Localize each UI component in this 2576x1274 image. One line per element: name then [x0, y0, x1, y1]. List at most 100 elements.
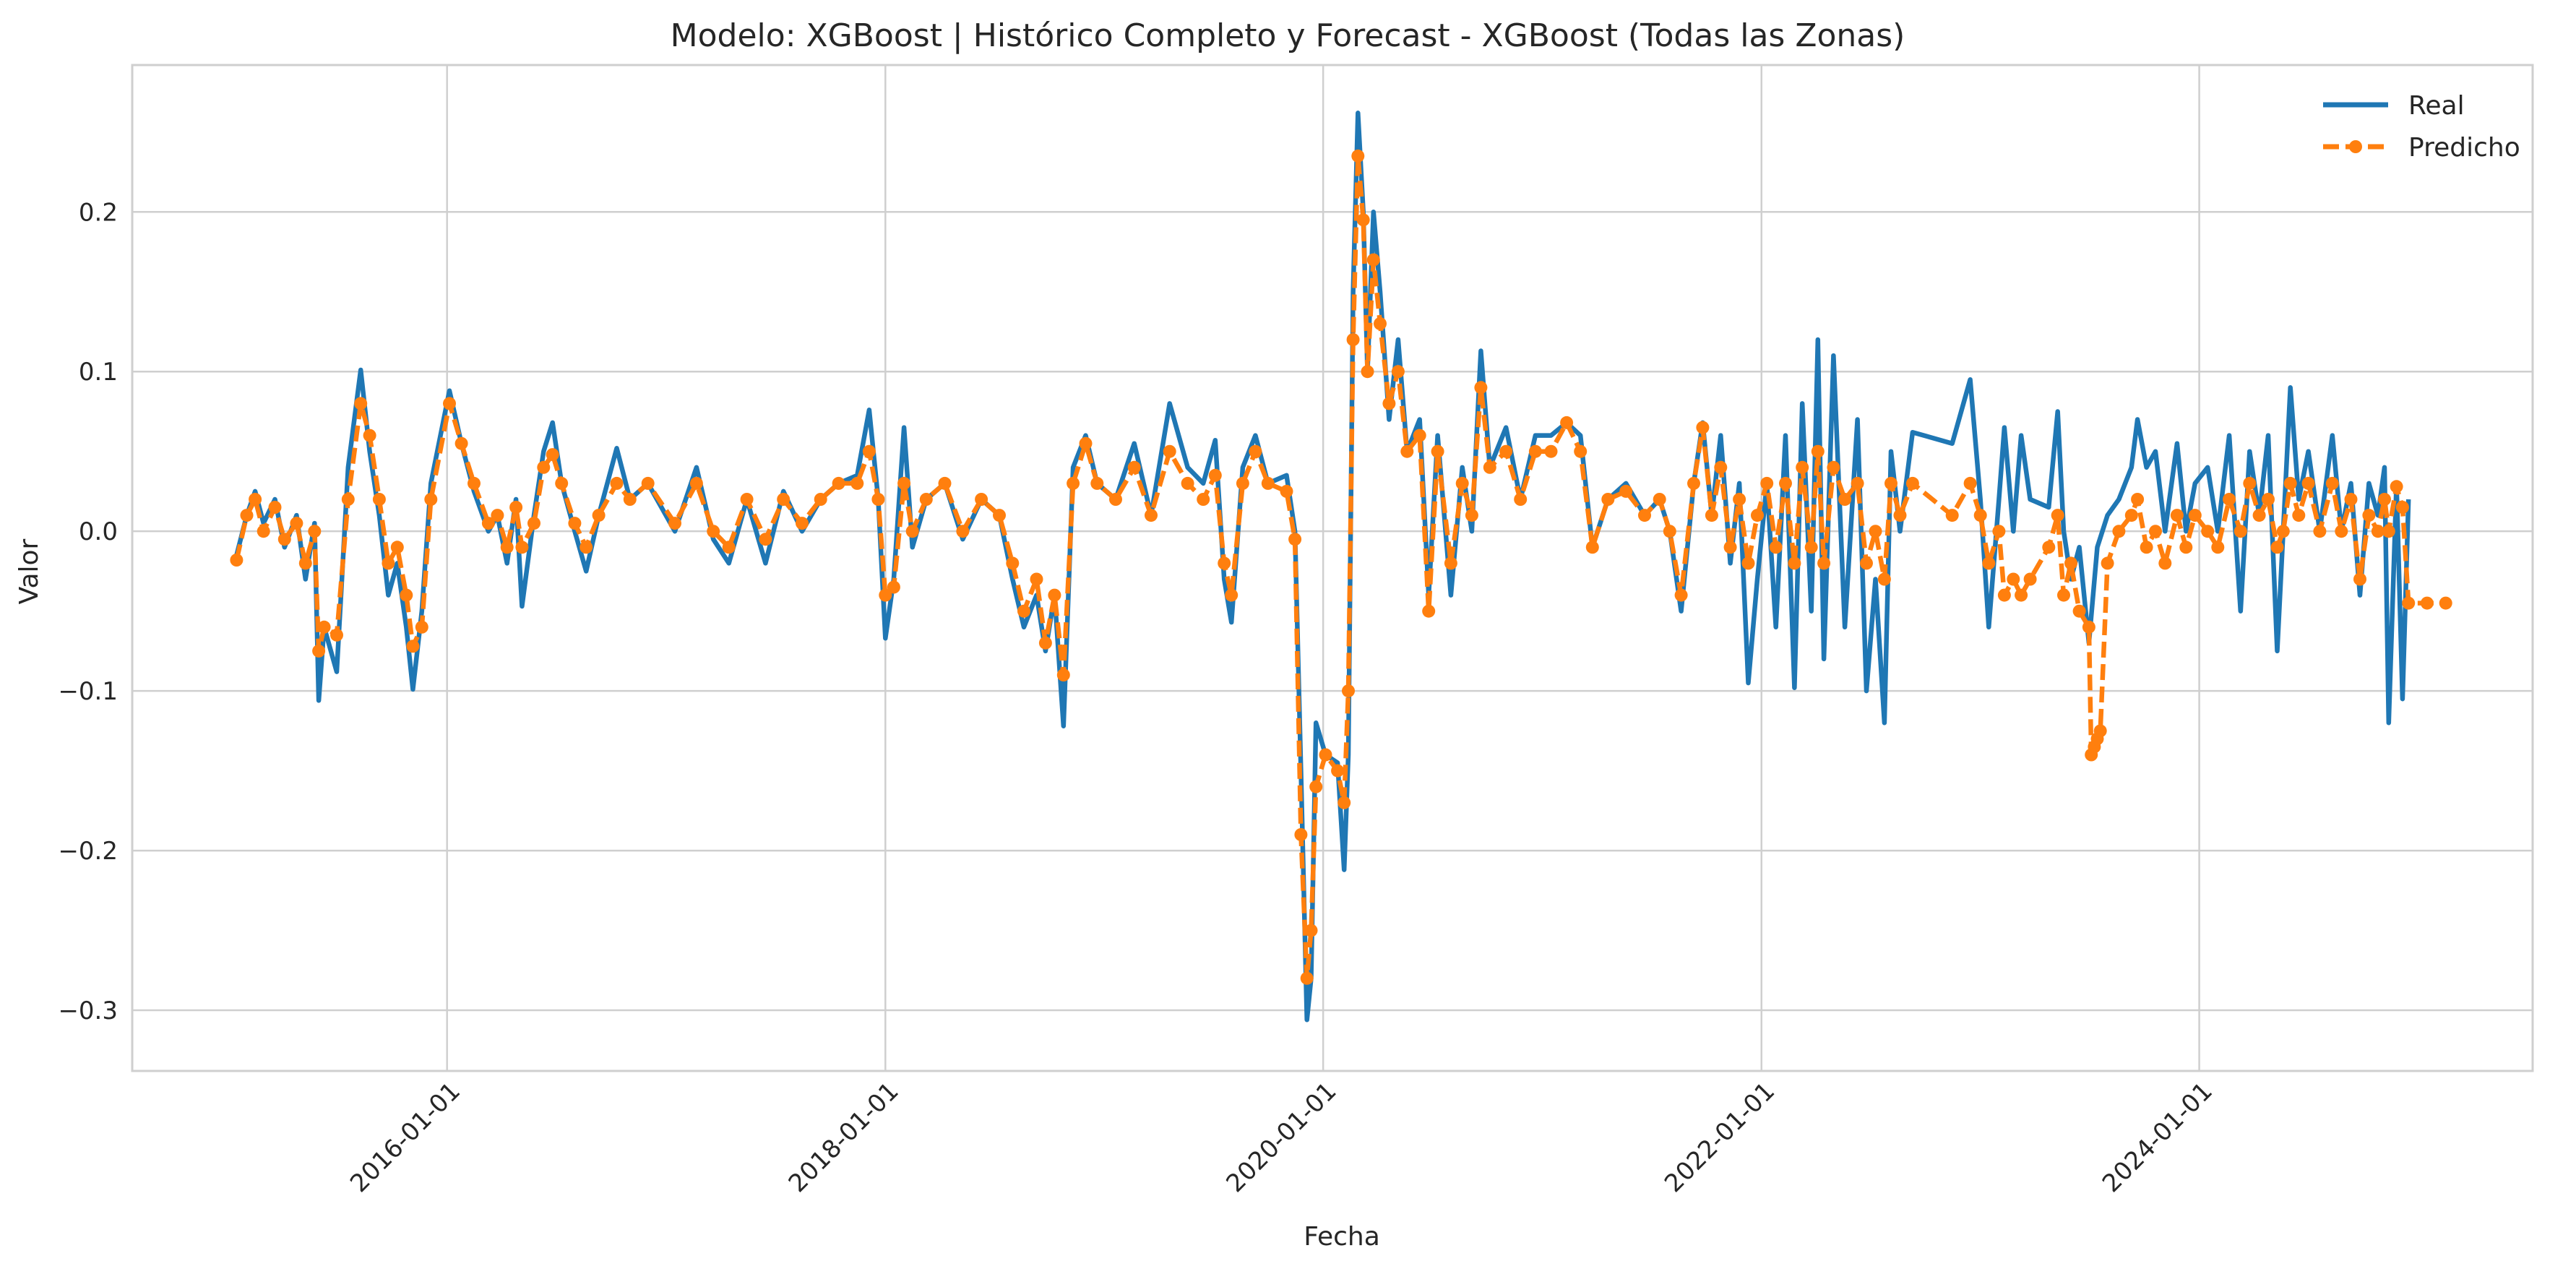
data-point-predicho: [1741, 556, 1755, 570]
data-point-predicho: [312, 644, 326, 658]
data-point-predicho: [363, 429, 376, 442]
data-point-predicho: [1638, 509, 1651, 522]
data-point-predicho: [1733, 493, 1746, 506]
data-point-predicho: [1391, 365, 1405, 379]
data-point-predicho: [382, 556, 395, 570]
data-point-predicho: [879, 588, 892, 602]
data-point-predicho: [1838, 493, 1852, 506]
data-point-predicho: [1804, 541, 1818, 554]
x-tick-label: 2020-01-01: [1220, 1077, 1342, 1198]
data-point-predicho: [2082, 620, 2095, 634]
data-point-predicho: [956, 525, 970, 538]
data-point-predicho: [1382, 397, 1396, 410]
data-point-predicho: [1796, 460, 1809, 474]
data-point-predicho: [2149, 525, 2162, 538]
data-point-predicho: [546, 448, 559, 462]
data-point-predicho: [400, 588, 413, 602]
data-point-predicho: [2420, 596, 2434, 610]
data-point-predicho: [2015, 588, 2028, 602]
data-point-predicho: [777, 493, 791, 506]
data-point-predicho: [2124, 509, 2138, 522]
data-point-predicho: [2064, 556, 2077, 570]
data-point-predicho: [2313, 525, 2327, 538]
data-point-predicho: [1788, 556, 1801, 570]
data-point-predicho: [415, 620, 428, 634]
data-point-predicho: [2292, 509, 2306, 522]
y-tick-label: −0.3: [58, 997, 118, 1025]
data-point-predicho: [938, 476, 952, 490]
data-point-predicho: [481, 517, 495, 530]
legend-label-real: Real: [2408, 91, 2465, 121]
data-point-predicho: [905, 525, 919, 538]
data-point-predicho: [1992, 525, 2006, 538]
data-point-predicho: [1714, 460, 1728, 474]
plot-frame: [131, 64, 2534, 1072]
data-point-predicho: [1374, 317, 1387, 330]
data-point-predicho: [1181, 476, 1194, 490]
data-point-predicho: [2378, 493, 2391, 506]
data-point-predicho: [2051, 509, 2064, 522]
data-point-predicho: [568, 517, 582, 530]
data-point-predicho: [2390, 480, 2403, 494]
data-point-predicho: [1779, 476, 1792, 490]
data-point-predicho: [2371, 525, 2385, 538]
data-point-predicho: [2140, 541, 2153, 554]
data-point-predicho: [2276, 525, 2290, 538]
data-point-predicho: [740, 493, 754, 506]
legend-label-predicho: Predicho: [2408, 133, 2520, 163]
data-point-predicho: [1751, 509, 1764, 522]
data-point-predicho: [406, 640, 420, 653]
data-point-predicho: [1760, 476, 1774, 490]
data-point-predicho: [1444, 556, 1457, 570]
data-point-predicho: [1030, 572, 1043, 586]
axis-ticks: 0.2 0.1 0.0 −0.1 −0.2 −0.3 2016-01-01 2018-01-0…: [58, 198, 2218, 1198]
data-point-predicho: [1048, 588, 1061, 602]
y-tick-label: 0.2: [79, 198, 118, 227]
data-point-predicho: [1038, 636, 1052, 650]
data-point-predicho: [2223, 493, 2236, 506]
data-point-predicho: [1769, 541, 1783, 554]
data-point-predicho: [1884, 476, 1897, 490]
data-point-predicho: [2382, 525, 2395, 538]
data-point-predicho: [1827, 460, 1840, 474]
data-point-predicho: [862, 444, 876, 458]
data-point-predicho: [919, 493, 933, 506]
data-point-predicho: [1225, 588, 1239, 602]
data-point-predicho: [2402, 596, 2416, 610]
data-point-predicho: [2072, 604, 2086, 618]
data-point-predicho: [1109, 493, 1122, 506]
data-point-predicho: [1653, 493, 1666, 506]
data-point-predicho: [1218, 556, 1231, 570]
data-point-predicho: [1249, 444, 1262, 458]
legend: Real Predicho: [2323, 91, 2520, 163]
data-point-predicho: [2243, 476, 2257, 490]
data-point-predicho: [2252, 509, 2266, 522]
data-point-predicho: [2093, 724, 2107, 738]
data-point-predicho: [317, 620, 331, 634]
data-point-predicho: [509, 501, 523, 514]
data-point-predicho: [2201, 525, 2215, 538]
y-tick-label: −0.2: [58, 837, 118, 866]
data-point-predicho: [2353, 572, 2366, 586]
grid: [132, 65, 2533, 1071]
data-point-predicho: [1236, 476, 1249, 490]
data-point-predicho: [443, 397, 456, 410]
legend-marker-predicho: [2349, 140, 2362, 153]
series-markers-predicho: [230, 149, 2452, 985]
data-point-predicho: [1483, 460, 1496, 474]
data-point-predicho: [1304, 924, 1318, 937]
data-point-predicho: [887, 580, 900, 594]
data-point-predicho: [1319, 748, 1332, 762]
data-point-predicho: [1982, 556, 1996, 570]
data-point-predicho: [1997, 588, 2011, 602]
plot-area: [230, 111, 2452, 1023]
data-point-predicho: [1474, 381, 1488, 395]
y-tick-label: 0.0: [79, 517, 118, 546]
data-point-predicho: [2301, 476, 2315, 490]
data-point-predicho: [2262, 493, 2275, 506]
data-point-predicho: [1465, 509, 1478, 522]
data-point-predicho: [1893, 509, 1907, 522]
data-point-predicho: [468, 476, 481, 490]
data-point-predicho: [1619, 484, 1633, 498]
data-point-predicho: [1422, 604, 1436, 618]
